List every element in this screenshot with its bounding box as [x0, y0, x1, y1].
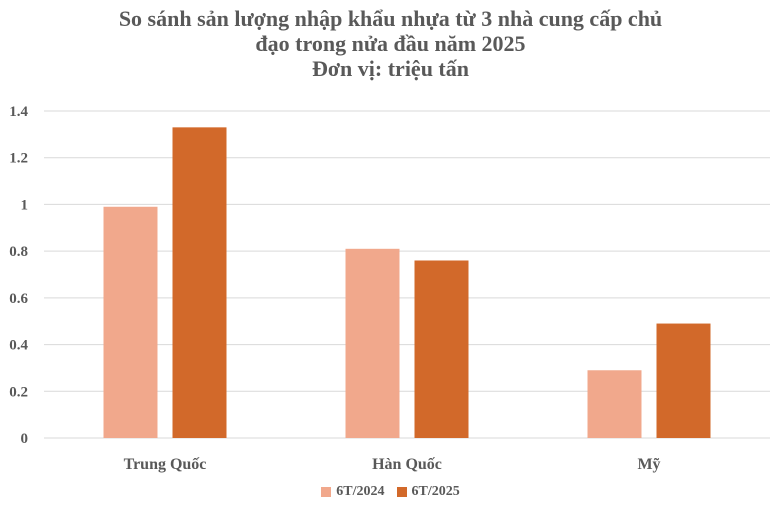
legend-item-2025: 6T/2025 [396, 484, 460, 500]
bars [103, 127, 711, 438]
legend: 6T/2024 6T/2025 [0, 484, 781, 500]
gridlines [44, 110, 770, 439]
y-tick-label: 1 [21, 197, 29, 213]
y-tick-label: 0.8 [9, 244, 28, 260]
bar-6t2024-1 [345, 248, 400, 438]
legend-swatch-2025 [396, 487, 407, 497]
plot-area: 0 0.2 0.4 0.6 0.8 1 1.2 1.4 Trung Quốc Hàn Quốc M… [9, 104, 770, 473]
bar-6t2024-2 [587, 370, 642, 438]
y-tick-label: 0.2 [9, 384, 28, 400]
chart-title-line-1: So sánh sản lượng nhập khẩu nhựa từ 3 nh… [118, 6, 663, 31]
bar-6t2025-1 [414, 260, 469, 438]
y-tick-label: 1.4 [9, 104, 28, 120]
legend-label-2024: 6T/2024 [336, 484, 385, 499]
y-tick-label: 1.2 [9, 151, 28, 167]
y-tick-label: 0.6 [9, 291, 28, 307]
bar-6t2025-0 [172, 127, 227, 438]
chart-title: So sánh sản lượng nhập khẩu nhựa từ 3 nh… [0, 6, 781, 81]
x-axis-ticks: Trung Quốc Hàn Quốc Mỹ [124, 456, 661, 473]
y-axis-ticks: 0 0.2 0.4 0.6 0.8 1 1.2 1.4 [9, 104, 28, 447]
x-tick-label: Mỹ [637, 456, 660, 473]
x-tick-label: Trung Quốc [124, 456, 207, 473]
legend-item-2024: 6T/2024 [321, 484, 385, 500]
legend-swatch-2024 [321, 487, 332, 497]
legend-label-2025: 6T/2025 [411, 484, 460, 499]
x-tick-label: Hàn Quốc [372, 456, 442, 473]
bar-6t2024-0 [103, 206, 158, 438]
chart-title-line-2: đạo trong nửa đầu năm 2025 [255, 31, 526, 56]
bar-6t2025-2 [656, 323, 711, 438]
y-tick-label: 0.4 [9, 338, 28, 354]
y-tick-label: 0 [21, 431, 29, 447]
chart-title-line-3: Đơn vị: triệu tấn [311, 56, 469, 81]
